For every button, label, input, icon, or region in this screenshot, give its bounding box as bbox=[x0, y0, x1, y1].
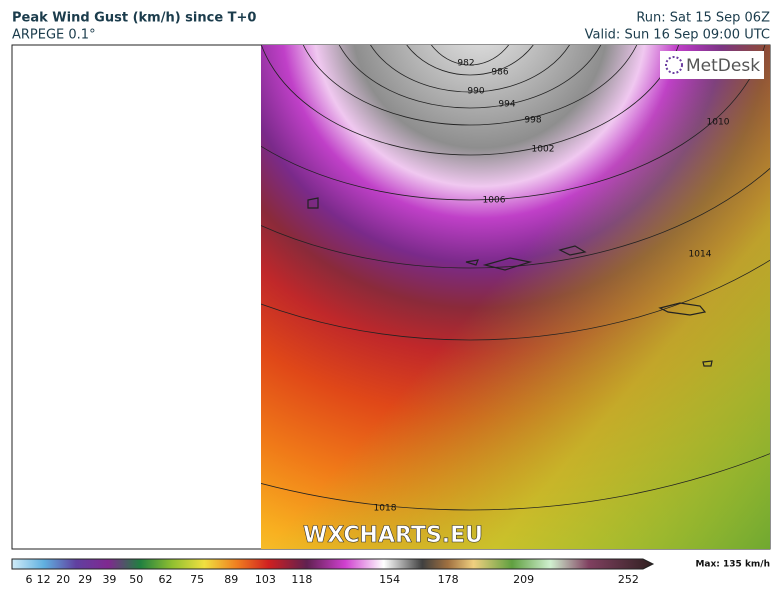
title: Peak Wind Gust (km/h) since T+0 bbox=[12, 11, 256, 26]
max-label: Max: 135 km/h bbox=[695, 560, 770, 570]
colorbar-tick-label: 29 bbox=[78, 573, 92, 586]
isobar-label: 998 bbox=[524, 116, 541, 126]
isobar-label: 990 bbox=[467, 87, 484, 97]
valid: Valid: Sun 16 Sep 09:00 UTC bbox=[585, 28, 770, 43]
isobar bbox=[261, 167, 770, 269]
island bbox=[465, 259, 479, 266]
colorbar-tick-label: 209 bbox=[513, 573, 534, 586]
colorbar-tick-label: 12 bbox=[37, 573, 51, 586]
island bbox=[482, 257, 533, 271]
isobar bbox=[302, 45, 638, 126]
islands bbox=[307, 197, 713, 367]
colorbar-ticks: 6 12 20 29 39 50 62 75 89 103 118 154 178 209 252 bbox=[26, 573, 639, 586]
colorbar-tick-label: 20 bbox=[56, 573, 70, 586]
isobar bbox=[261, 45, 680, 156]
isobar-label: 1006 bbox=[483, 196, 506, 206]
colorbar-tick-label: 75 bbox=[190, 573, 204, 586]
island bbox=[307, 197, 319, 209]
colorbar bbox=[11, 558, 655, 570]
island bbox=[658, 302, 707, 316]
colorbar-tick-label: 178 bbox=[438, 573, 459, 586]
isobar bbox=[406, 45, 534, 76]
island bbox=[702, 360, 713, 367]
colorbar-tick-label: 118 bbox=[291, 573, 312, 586]
isobar bbox=[261, 452, 770, 511]
colorbar-tick-label: 39 bbox=[102, 573, 116, 586]
isobar bbox=[338, 45, 602, 109]
wind-field-low bbox=[261, 45, 770, 549]
colorbar-tick-label: 252 bbox=[618, 573, 639, 586]
isobar-label: 1010 bbox=[707, 118, 730, 128]
run: Run: Sat 15 Sep 06Z bbox=[636, 11, 770, 26]
colorbar-tick-label: 103 bbox=[255, 573, 276, 586]
logo-box bbox=[660, 51, 764, 79]
isobar-label: 1002 bbox=[532, 145, 555, 155]
isobar-label: 1018 bbox=[374, 504, 397, 514]
model: ARPEGE 0.1° bbox=[12, 28, 96, 43]
isobar bbox=[430, 45, 510, 66]
island bbox=[558, 245, 587, 256]
isobar-label: 1014 bbox=[689, 250, 712, 260]
colorbar-tick-label: 154 bbox=[379, 573, 400, 586]
logo-icon bbox=[665, 56, 683, 74]
isobar-label: 986 bbox=[491, 68, 508, 78]
colorbar-tick-label: 89 bbox=[224, 573, 238, 586]
colorbar-tick-label: 50 bbox=[129, 573, 143, 586]
isobars bbox=[261, 45, 770, 511]
isobar-label: 994 bbox=[498, 100, 515, 110]
logo: MetDesk bbox=[686, 56, 760, 76]
colorbar-tick-label: 62 bbox=[158, 573, 172, 586]
colorbar-tick-label: 6 bbox=[26, 573, 33, 586]
isobar-labels: 982 986 990 994 998 1002 1006 1010 1014 1018 bbox=[374, 59, 730, 514]
isobar bbox=[261, 259, 770, 341]
map bbox=[261, 45, 770, 549]
watermark: WXCHARTS.EU bbox=[303, 523, 483, 548]
isobar-label: 982 bbox=[457, 59, 474, 69]
isobar bbox=[261, 45, 766, 201]
isobar bbox=[370, 45, 570, 93]
